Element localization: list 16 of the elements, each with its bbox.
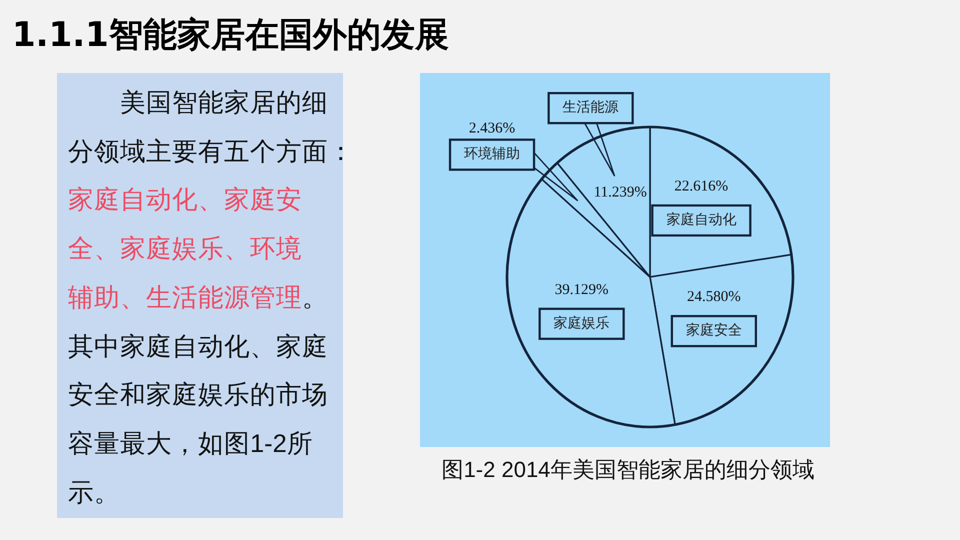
data-label: 11.239% — [594, 184, 647, 201]
text: 美国智能家居的细分领域主要有五个方面： — [68, 88, 354, 168]
slice-label: 家庭娱乐 — [554, 315, 610, 332]
data-label: 39.129% — [554, 282, 609, 298]
slice-label: 家庭安全 — [686, 322, 742, 339]
slice-label: 环境辅助 — [464, 146, 520, 162]
data-label: 2.436% — [468, 120, 516, 137]
data-label: 24.580% — [687, 289, 741, 306]
text: 。 — [302, 282, 328, 314]
chart-title: 1.1.1智能家居在国外的发展 — [12, 14, 449, 57]
slice-label: 生活能源 — [562, 100, 619, 116]
text: 家庭自动化、家庭安全、家庭娱乐、环境辅助、生活能源管理 — [68, 185, 302, 314]
slice-label: 家庭自动化 — [666, 212, 736, 228]
caption: 图1-2 2014年美国智能家居的细分领域 — [440, 456, 816, 484]
text: 其中家庭自动化、家庭安全和家庭娱乐的市场容量最大，如图1-2所示。 — [68, 332, 328, 509]
data-label: 22.616% — [674, 178, 728, 194]
